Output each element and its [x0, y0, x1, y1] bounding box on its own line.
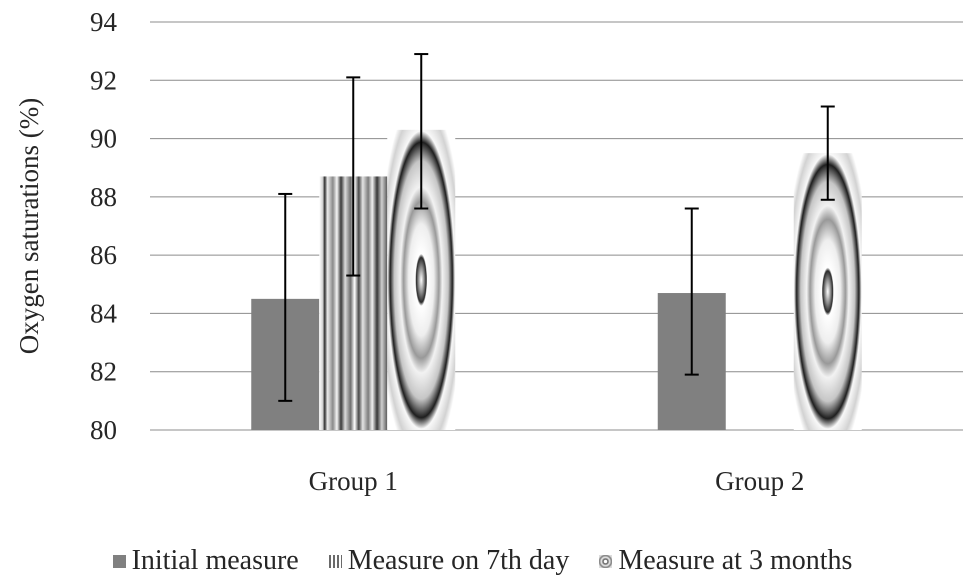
error-bar	[414, 53, 429, 210]
y-axis: 80 82 84 86 88 90 92 94	[90, 7, 118, 445]
error-bar	[278, 192, 293, 402]
legend-swatch-rings-icon	[599, 554, 613, 568]
y-tick-label: 84	[90, 298, 118, 328]
y-tick-label: 82	[90, 357, 117, 387]
y-tick-label: 80	[90, 415, 117, 445]
legend: Initial measure Measure on 7th day Measu…	[0, 544, 965, 578]
x-axis: Group 1 Group 2	[309, 466, 805, 496]
legend-label-3-months: Measure at 3 months	[618, 545, 853, 576]
legend-label-initial: Initial measure	[131, 545, 299, 576]
error-bar	[684, 207, 699, 376]
x-tick-label: Group 2	[715, 466, 804, 496]
y-tick-label: 86	[90, 240, 117, 270]
error-bar	[820, 105, 835, 201]
legend-item-3-months: Measure at 3 months	[599, 545, 852, 577]
y-axis-label: Oxygen saturations (%)	[14, 98, 44, 354]
legend-label-7th-day: Measure on 7th day	[347, 545, 570, 576]
error-bar	[346, 76, 361, 277]
legend-item-7th-day: Measure on 7th day	[328, 545, 570, 577]
x-tick-label: Group 1	[309, 466, 398, 496]
error-bars	[278, 53, 835, 402]
bar-chart: 80 82 84 86 88 90 92 94 Group 1 Group 2 Oxygen s…	[14, 7, 963, 496]
legend-swatch-solid-icon	[112, 554, 126, 568]
legend-item-initial: Initial measure	[112, 545, 299, 577]
y-tick-label: 88	[90, 182, 117, 212]
legend-swatch-stripes-icon	[328, 554, 342, 568]
bars	[251, 129, 862, 431]
y-tick-label: 92	[90, 65, 117, 95]
y-tick-label: 90	[90, 124, 117, 154]
y-tick-label: 94	[90, 7, 118, 37]
